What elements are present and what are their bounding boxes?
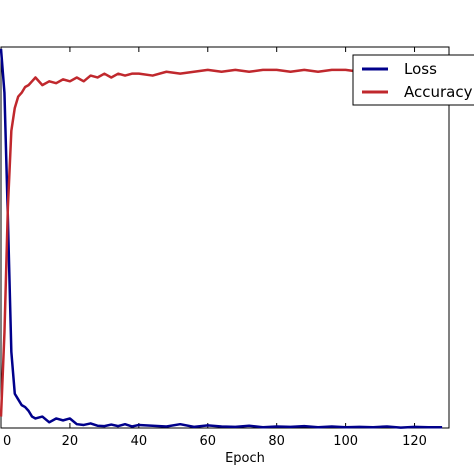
legend-label-loss: Loss — [404, 60, 437, 78]
x-tick-label: 20 — [62, 434, 79, 449]
x-tick-label: 0 — [3, 434, 11, 449]
plot-area — [0, 46, 450, 429]
legend-label-accuracy: Accuracy — [404, 83, 473, 101]
series-lines — [0, 48, 443, 429]
x-tick-label: 80 — [268, 434, 285, 449]
x-axis-ticks: 0 20 40 60 80 100 120 — [0, 47, 427, 449]
series-line-accuracy — [0, 68, 443, 417]
legend: Loss Accuracy — [352, 54, 474, 106]
x-tick-label: 100 — [333, 434, 358, 449]
series-line-loss — [0, 48, 443, 429]
legend-box — [352, 54, 474, 106]
x-tick-label: 60 — [199, 434, 216, 449]
x-tick-label: 120 — [402, 434, 427, 449]
x-axis-label: Epoch — [225, 451, 265, 466]
x-tick-label: 40 — [131, 434, 148, 449]
